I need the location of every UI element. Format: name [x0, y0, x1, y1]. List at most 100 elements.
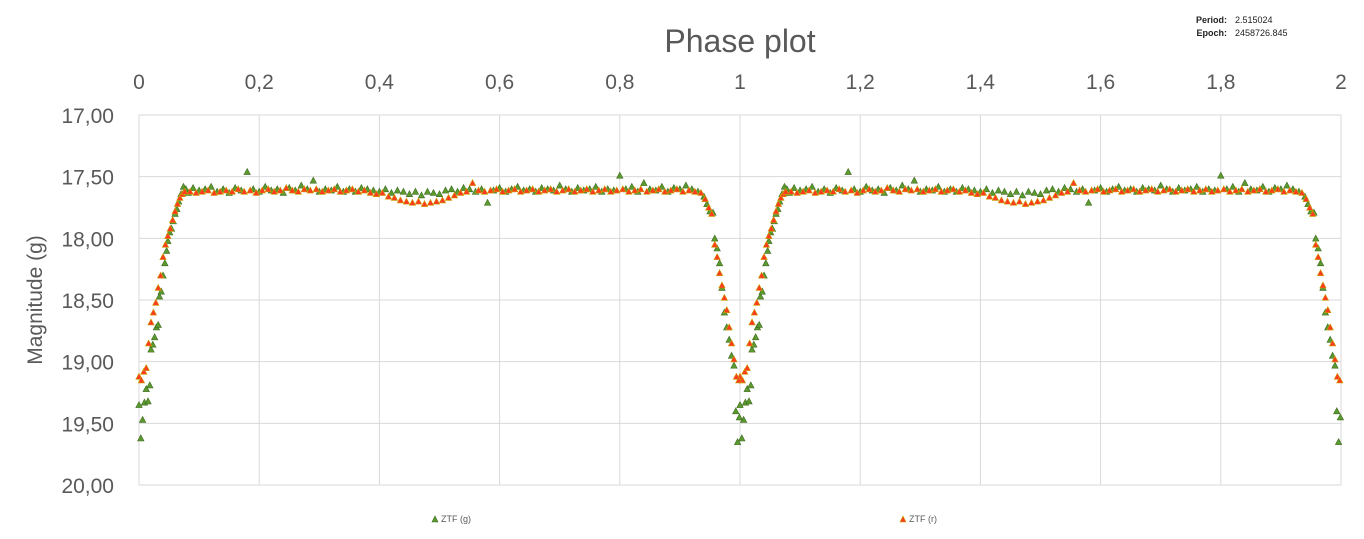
data-point-ztfr — [1166, 185, 1174, 193]
y-tick-label: 17,00 — [61, 105, 114, 128]
data-point-ztfr — [522, 186, 531, 194]
data-point-ztfr — [805, 186, 813, 194]
data-point-ztfr — [991, 193, 1000, 201]
data-point-ztfr — [732, 372, 741, 380]
data-point-ztfr — [142, 363, 150, 371]
data-point-ztfr — [168, 215, 177, 223]
data-point-ztfr — [1250, 186, 1258, 194]
data-point-ztfr — [735, 376, 743, 384]
legend-label-ztf-g: ZTF (g) — [441, 514, 471, 524]
data-point-ztfg — [735, 413, 744, 421]
data-point-ztfr — [753, 298, 761, 306]
data-point-ztfr — [1190, 187, 1198, 195]
data-point-ztfr — [745, 339, 754, 347]
data-point-ztfg — [161, 259, 169, 267]
data-point-ztfr — [817, 187, 825, 195]
data-point-ztfr — [504, 186, 513, 194]
legend-label-ztf-r: ZTF (r) — [909, 514, 937, 524]
data-point-ztfr — [711, 240, 719, 248]
data-point-ztfr — [152, 298, 160, 306]
data-point-ztfg — [387, 188, 396, 196]
data-point-ztfg — [1018, 191, 1027, 199]
data-point-ztfr — [414, 197, 423, 205]
data-point-ztfg — [1006, 190, 1015, 198]
data-point-ztfg — [1060, 183, 1069, 191]
data-point-ztfg — [146, 381, 154, 389]
data-point-ztfg — [1316, 259, 1325, 267]
data-point-ztfg — [411, 187, 420, 195]
data-point-ztfr — [1324, 306, 1332, 313]
data-point-ztfr — [300, 185, 308, 193]
data-point-ztfr — [282, 183, 290, 191]
data-point-ztfr — [979, 188, 988, 196]
data-point-ztfr — [811, 188, 819, 196]
data-point-ztfr — [164, 232, 172, 239]
data-point-ztfg — [736, 400, 744, 408]
data-point-ztfr — [306, 186, 314, 194]
data-point-ztfr — [853, 188, 861, 196]
data-point-ztfr — [510, 185, 519, 193]
data-point-ztfr — [571, 187, 579, 195]
data-point-ztfr — [1333, 372, 1342, 380]
data-point-ztfg — [765, 236, 773, 244]
data-point-ztfr — [420, 199, 429, 207]
data-point-ztfg — [1217, 171, 1225, 179]
data-point-ztfr — [1298, 188, 1306, 196]
data-point-ztfg — [743, 384, 751, 392]
data-point-ztfr — [865, 185, 873, 193]
data-point-ztfr — [877, 186, 885, 194]
data-point-ztfr — [1021, 199, 1030, 207]
data-point-ztfr — [135, 372, 143, 380]
data-point-ztfr — [907, 186, 915, 194]
data-point-ztfr — [408, 198, 417, 206]
x-tick-label: 2 — [1335, 71, 1347, 94]
data-point-ztfr — [589, 187, 597, 195]
data-point-ztfg — [1030, 188, 1039, 196]
data-point-ztfr — [1336, 376, 1344, 384]
data-point-ztfg — [1084, 198, 1093, 206]
data-point-ztfr — [462, 187, 471, 195]
epoch-label: Epoch: — [1196, 28, 1228, 38]
y-axis-title: Magnitude (g) — [24, 235, 47, 365]
epoch-value: 2458726.845 — [1235, 28, 1288, 38]
data-point-ztfr — [318, 187, 327, 195]
x-tick-label: 1,4 — [966, 71, 996, 94]
data-point-ztfg — [1334, 437, 1343, 445]
data-point-ztfr — [1326, 323, 1334, 331]
data-point-ztfg — [137, 434, 145, 442]
legend-marker-ztf-r — [899, 515, 907, 523]
data-point-ztfr — [967, 188, 976, 196]
data-point-ztfr — [919, 187, 928, 195]
data-point-ztfr — [743, 363, 751, 371]
data-point-ztfg — [162, 246, 171, 254]
x-tick-label: 0,4 — [365, 71, 395, 94]
data-point-ztfg — [309, 176, 317, 184]
data-point-ztfg — [763, 246, 772, 254]
data-point-ztfr — [258, 186, 266, 194]
data-point-ztfg — [1229, 182, 1237, 190]
data-point-ztfr — [841, 187, 849, 195]
data-point-ztfr — [625, 187, 633, 195]
data-point-ztfg — [297, 181, 305, 189]
data-point-ztfr — [516, 187, 525, 195]
data-point-ztfg — [189, 183, 197, 191]
data-point-ztfr — [1075, 186, 1084, 194]
data-point-ztfr — [204, 186, 212, 194]
data-point-ztfr — [312, 185, 320, 193]
data-point-ztfr — [1280, 187, 1288, 195]
data-point-ztfg — [713, 244, 721, 252]
data-point-ztfr — [336, 187, 345, 195]
y-tick-label: 18,00 — [61, 228, 114, 251]
data-point-ztfr — [725, 323, 733, 331]
data-point-ztfr — [173, 199, 182, 207]
plot-area — [138, 114, 1342, 486]
data-point-ztfr — [294, 187, 302, 195]
data-point-ztfr — [1135, 187, 1144, 195]
data-point-ztfr — [607, 187, 615, 195]
data-point-ztfr — [1111, 185, 1120, 193]
data-point-ztfr — [252, 188, 260, 196]
data-point-ztfg — [381, 185, 390, 193]
chart-grid — [138, 114, 1342, 486]
data-point-ztfr — [396, 196, 405, 204]
